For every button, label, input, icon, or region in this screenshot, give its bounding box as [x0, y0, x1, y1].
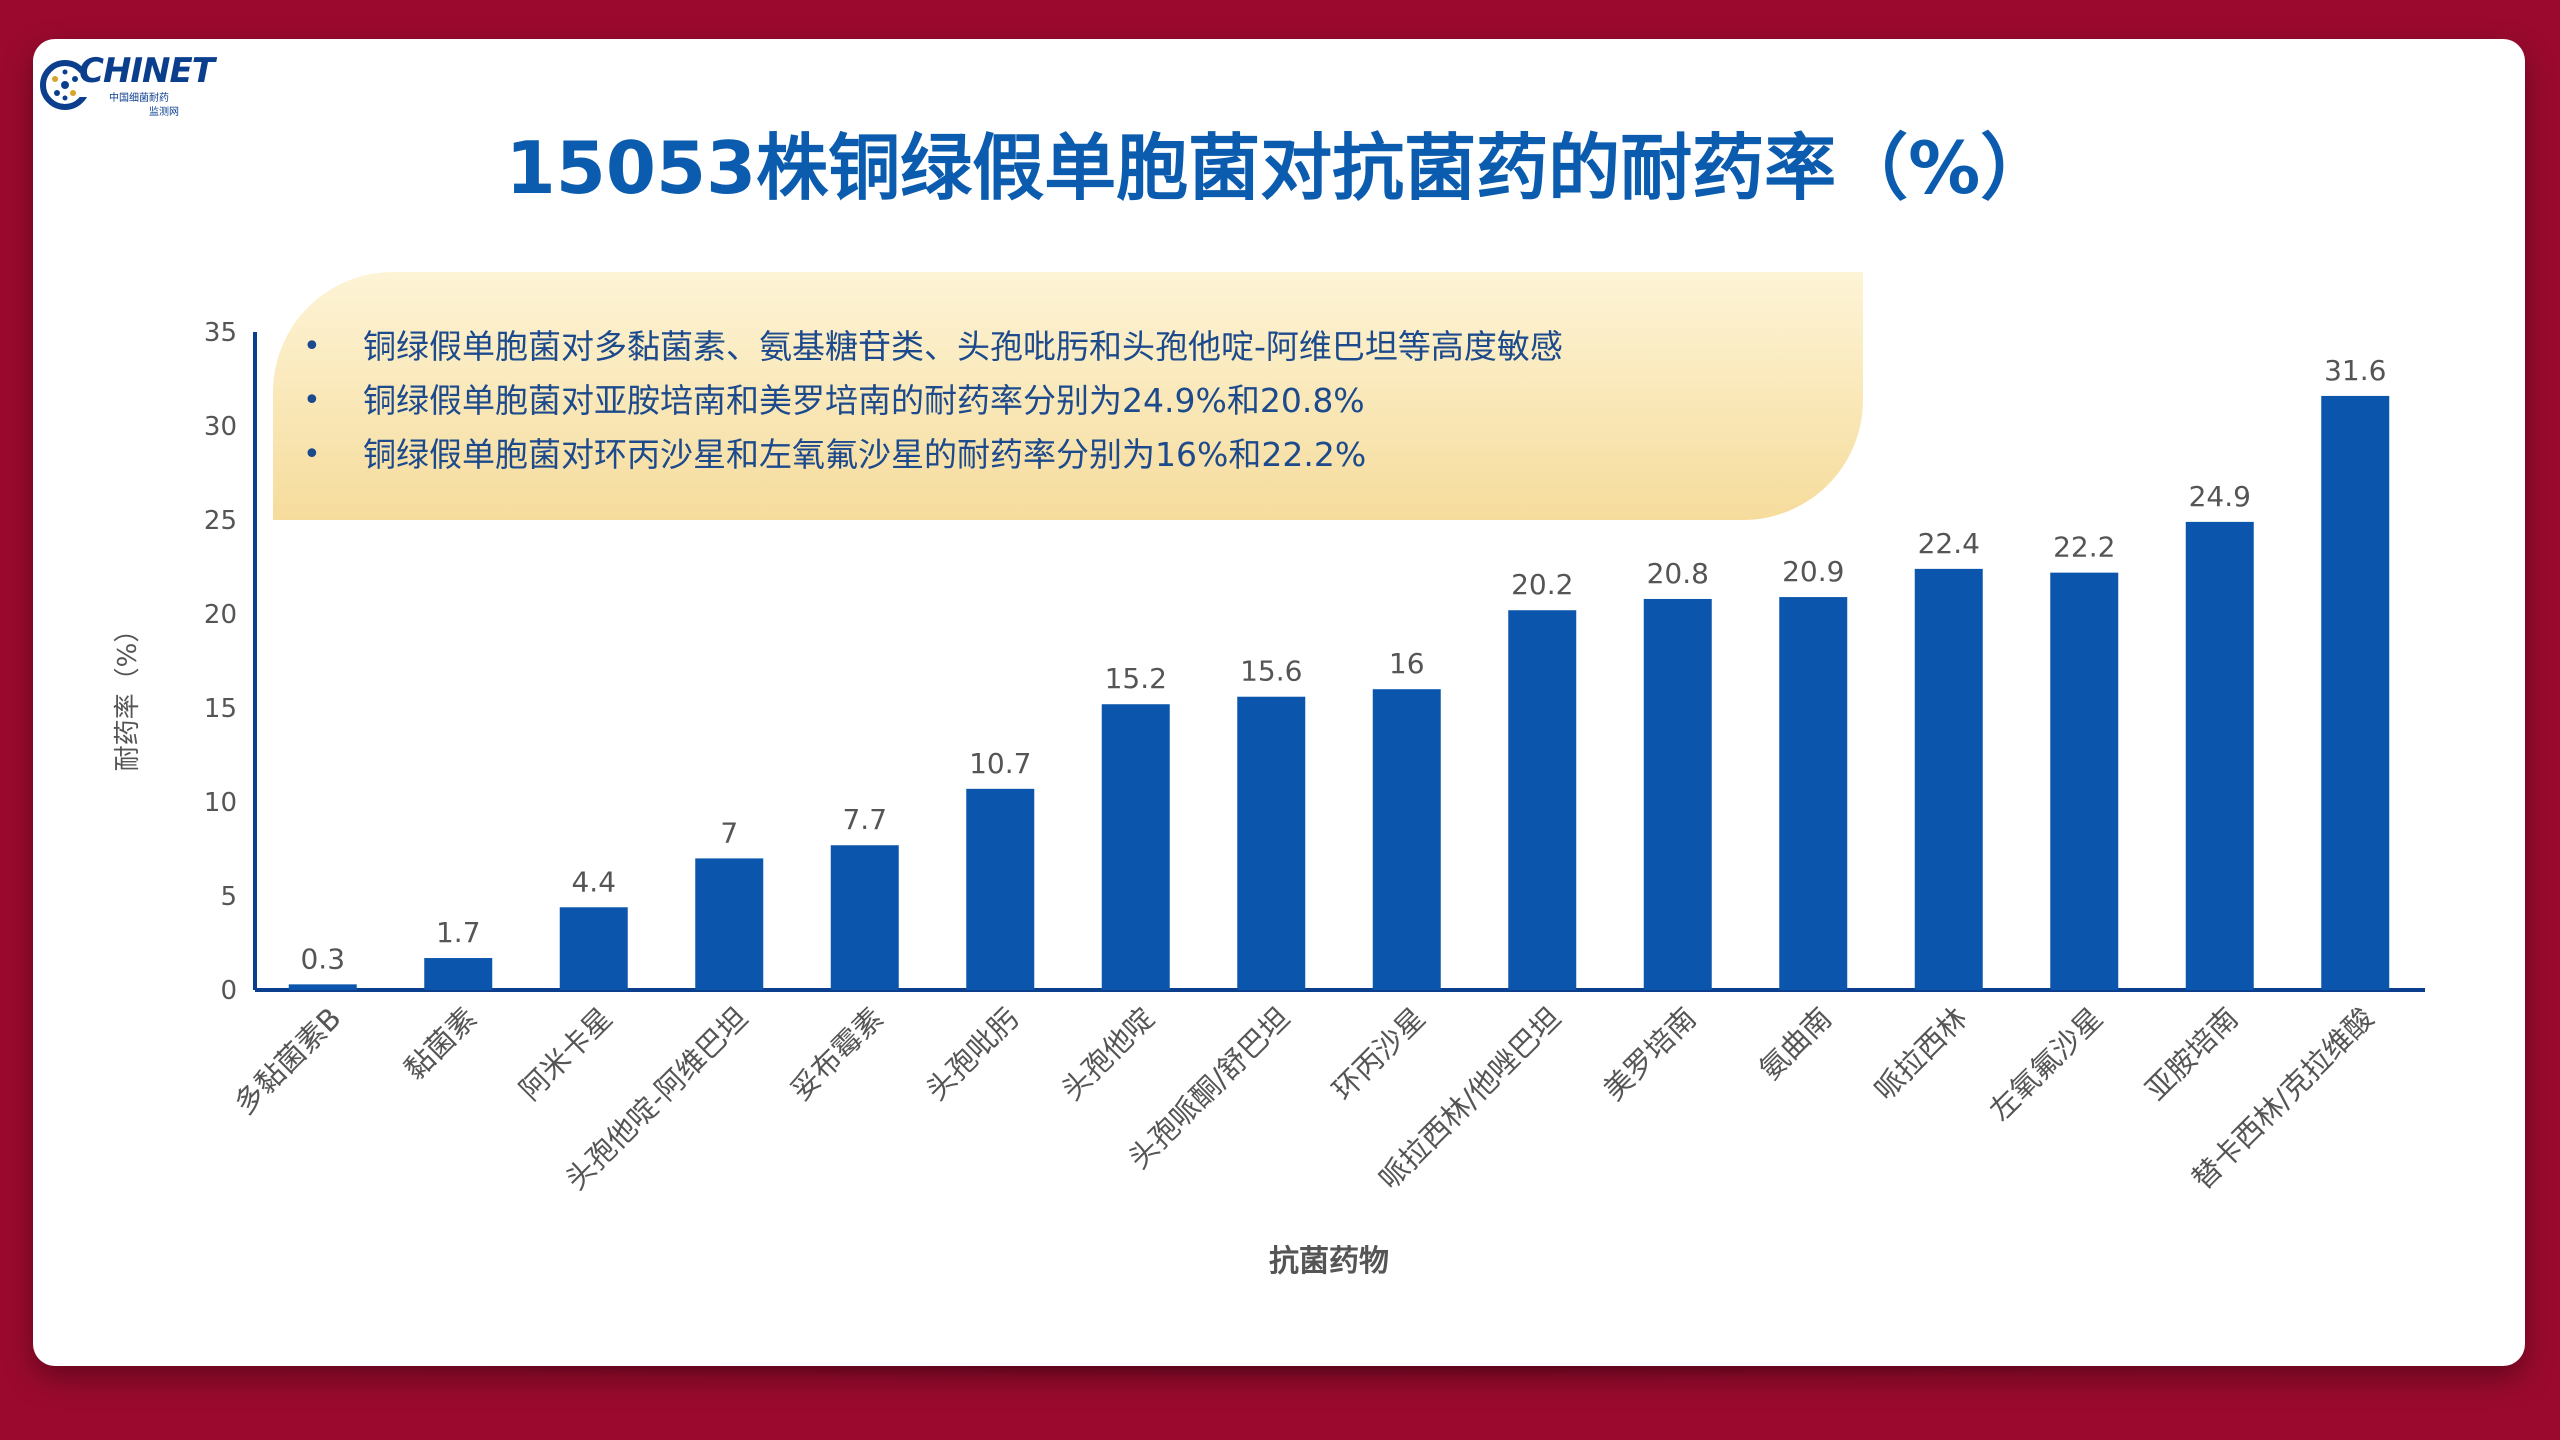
x-tick-label: 阿米卡星	[513, 1001, 619, 1107]
summary-text: 铜绿假单胞菌对多黏菌素、氨基糖苷类、头孢吡肟和头孢他啶-阿维巴坦等高度敏感	[363, 327, 1563, 366]
summary-callout: • 铜绿假单胞菌对多黏菌素、氨基糖苷类、头孢吡肟和头孢他啶-阿维巴坦等高度敏感 •…	[273, 272, 1863, 520]
data-label: 20.8	[1647, 557, 1709, 590]
data-label: 24.9	[2189, 480, 2251, 513]
y-tick-label: 25	[204, 506, 237, 536]
bar	[1237, 696, 1306, 990]
bar	[288, 984, 357, 990]
x-tick-label: 左氧氟沙星	[1983, 1001, 2110, 1128]
data-label: 1.7	[436, 916, 481, 949]
summary-item: • 铜绿假单胞菌对多黏菌素、氨基糖苷类、头孢吡肟和头孢他啶-阿维巴坦等高度敏感	[303, 320, 1563, 374]
y-tick-label: 20	[204, 600, 237, 630]
bar	[2185, 521, 2254, 990]
bullet-icon: •	[303, 383, 321, 418]
bar	[695, 858, 764, 990]
x-axis-label: 抗菌药物	[1269, 1244, 1389, 1279]
x-tick-label: 氨曲南	[1753, 1001, 1839, 1087]
data-label: 4.4	[571, 865, 616, 898]
y-tick-label: 10	[204, 788, 237, 818]
x-tick-label: 亚胺培南	[2139, 1001, 2245, 1107]
data-label: 22.4	[1918, 527, 1980, 560]
bar-chart: 0 5 10 15 20 25 30 35 耐药率（%） 0.3 多黏菌素B 1.7 黏菌素 4.4 阿米卡…	[113, 318, 2425, 1279]
bar	[2321, 395, 2390, 990]
y-tick-label: 30	[204, 412, 237, 442]
data-label: 31.6	[2324, 354, 2386, 387]
chinet-logo: CHINET 中国细菌耐药 监测网	[39, 47, 215, 119]
bar	[1643, 598, 1712, 990]
page-title: 15053株铜绿假单胞菌对抗菌药的耐药率（%）	[505, 126, 2053, 210]
data-label: 16	[1389, 647, 1425, 680]
bar	[1372, 689, 1441, 990]
logo-subtitle-2: 监测网	[149, 107, 179, 118]
x-tick-label: 美罗培南	[1597, 1001, 1703, 1107]
y-tick-label: 15	[204, 694, 237, 724]
data-label: 22.2	[2053, 531, 2115, 564]
bar	[966, 788, 1035, 990]
data-label: 20.2	[1511, 568, 1573, 601]
bar	[1779, 597, 1848, 990]
bar	[1914, 568, 1983, 990]
x-tick-label: 头孢他啶	[1055, 1001, 1161, 1107]
x-tick-label: 哌拉西林	[1868, 1001, 1974, 1107]
summary-item: • 铜绿假单胞菌对环丙沙星和左氧氟沙星的耐药率分别为16%和22.2%	[303, 428, 1563, 482]
logo-brand: CHINET	[79, 51, 215, 91]
data-label: 10.7	[969, 747, 1031, 780]
bullet-icon: •	[303, 437, 321, 472]
x-tick-label: 多黏菌素B	[228, 1001, 348, 1121]
summary-text: 铜绿假单胞菌对亚胺培南和美罗培南的耐药率分别为24.9%和20.8%	[363, 381, 1365, 420]
data-label: 7.7	[842, 803, 887, 836]
summary-list: • 铜绿假单胞菌对多黏菌素、氨基糖苷类、头孢吡肟和头孢他啶-阿维巴坦等高度敏感 •…	[303, 320, 1563, 482]
logo-subtitle-1: 中国细菌耐药	[109, 93, 169, 104]
x-tick-label: 妥布霉素	[784, 1001, 890, 1107]
x-tick-label: 环丙沙星	[1326, 1001, 1432, 1107]
bar	[424, 958, 493, 990]
bar	[1508, 610, 1577, 990]
bar	[559, 907, 628, 990]
bar	[830, 845, 899, 990]
y-axis-label: 耐药率（%）	[113, 617, 143, 772]
summary-item: • 铜绿假单胞菌对亚胺培南和美罗培南的耐药率分别为24.9%和20.8%	[303, 374, 1563, 428]
slide-panel: CHINET 中国细菌耐药 监测网 15053株铜绿假单胞菌对抗菌药的耐药率（%…	[33, 39, 2525, 1366]
summary-text: 铜绿假单胞菌对环丙沙星和左氧氟沙星的耐药率分别为16%和22.2%	[363, 435, 1367, 474]
data-label: 15.6	[1240, 655, 1302, 688]
data-label: 7	[720, 816, 738, 849]
data-label: 0.3	[300, 942, 345, 975]
y-tick-label: 0	[220, 976, 237, 1006]
bar	[2050, 572, 2119, 990]
bullet-icon: •	[303, 329, 321, 364]
data-label: 20.9	[1782, 555, 1844, 588]
data-label: 15.2	[1105, 662, 1167, 695]
x-tick-label: 黏菌素	[398, 1001, 484, 1087]
x-tick-label: 头孢吡肟	[919, 1001, 1025, 1107]
y-tick-label: 5	[220, 882, 237, 912]
y-tick-label: 35	[204, 318, 237, 348]
bar	[1101, 704, 1170, 990]
globe-icon	[40, 60, 91, 110]
